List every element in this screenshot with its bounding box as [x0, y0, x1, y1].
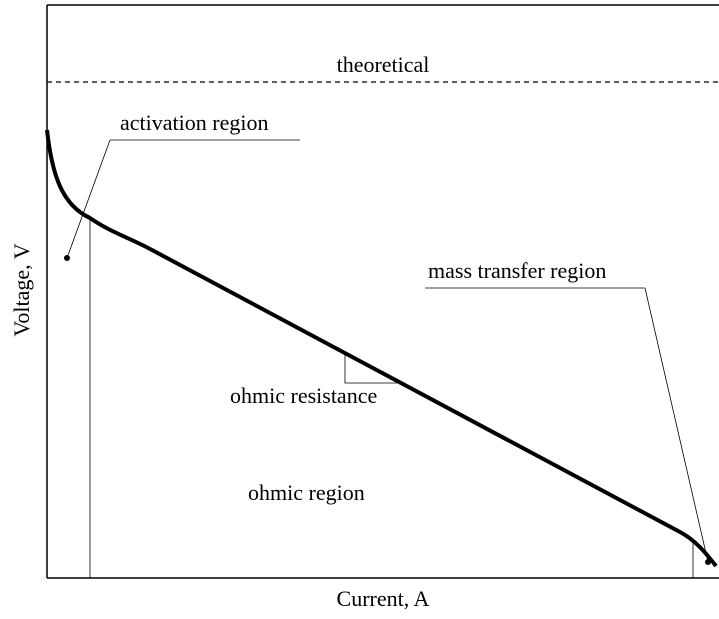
- slope-triangle: [344, 355, 405, 384]
- mass-transfer-dot: [705, 559, 711, 565]
- ohmic-resistance-label: ohmic resistance: [230, 383, 377, 408]
- mass-transfer-label: mass transfer region: [428, 258, 606, 283]
- activation-label: activation region: [120, 110, 268, 135]
- activation-dot: [64, 255, 70, 261]
- y-axis-label: Voltage, V: [9, 243, 34, 336]
- x-axis-label: Current, A: [337, 586, 430, 611]
- mass-transfer-leader: [644, 287, 709, 563]
- polarization-curve: [45, 129, 718, 568]
- ohmic-region-label: ohmic region: [248, 480, 365, 505]
- activation-leader: [66, 139, 111, 259]
- theoretical-label: theoretical: [337, 52, 430, 77]
